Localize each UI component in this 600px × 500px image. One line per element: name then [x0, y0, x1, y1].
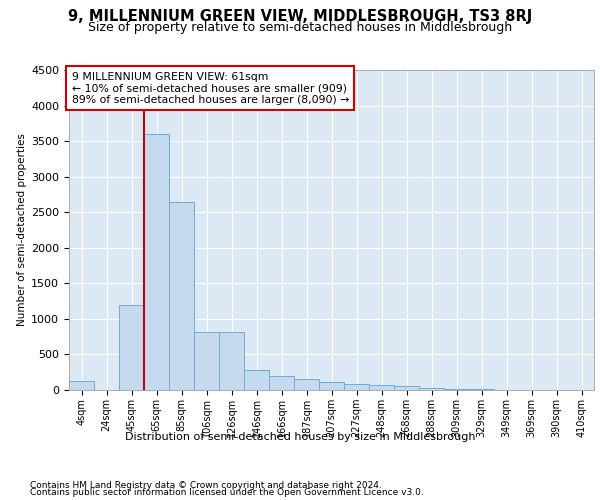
- Bar: [394, 386, 419, 390]
- Bar: [119, 304, 144, 390]
- Text: Distribution of semi-detached houses by size in Middlesbrough: Distribution of semi-detached houses by …: [125, 432, 475, 442]
- Bar: [419, 388, 444, 390]
- Bar: [294, 380, 319, 390]
- Bar: [269, 376, 294, 390]
- Bar: [369, 384, 394, 390]
- Text: 9, MILLENNIUM GREEN VIEW, MIDDLESBROUGH, TS3 8RJ: 9, MILLENNIUM GREEN VIEW, MIDDLESBROUGH,…: [68, 9, 532, 24]
- Text: Contains HM Land Registry data © Crown copyright and database right 2024.: Contains HM Land Registry data © Crown c…: [30, 480, 382, 490]
- Bar: [144, 134, 169, 390]
- Bar: [219, 332, 244, 390]
- Bar: [344, 384, 369, 390]
- Text: Contains public sector information licensed under the Open Government Licence v3: Contains public sector information licen…: [30, 488, 424, 497]
- Text: Size of property relative to semi-detached houses in Middlesbrough: Size of property relative to semi-detach…: [88, 21, 512, 34]
- Bar: [169, 202, 194, 390]
- Bar: [69, 381, 94, 390]
- Bar: [319, 382, 344, 390]
- Bar: [194, 332, 219, 390]
- Bar: [244, 370, 269, 390]
- Bar: [444, 389, 469, 390]
- Text: 9 MILLENNIUM GREEN VIEW: 61sqm
← 10% of semi-detached houses are smaller (909)
8: 9 MILLENNIUM GREEN VIEW: 61sqm ← 10% of …: [71, 72, 349, 105]
- Y-axis label: Number of semi-detached properties: Number of semi-detached properties: [17, 134, 27, 326]
